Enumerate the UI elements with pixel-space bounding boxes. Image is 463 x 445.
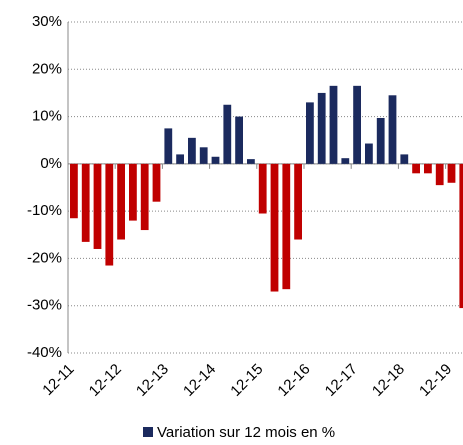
bar — [412, 163, 420, 174]
bar — [341, 158, 350, 164]
bar — [459, 163, 463, 309]
bar — [317, 92, 326, 164]
bar — [93, 163, 102, 249]
bar — [81, 163, 90, 242]
x-tick-label: 12-14 — [180, 361, 219, 400]
y-tick-label: 0% — [40, 155, 62, 172]
y-tick-label: 30% — [32, 13, 62, 30]
y-tick-label: -10% — [27, 202, 62, 219]
y-tick-label: 10% — [32, 108, 62, 125]
bar — [117, 163, 125, 240]
bar — [247, 159, 255, 164]
x-tick-label: 12-15 — [227, 361, 266, 400]
y-tick-label: -30% — [27, 297, 62, 314]
bar — [235, 116, 243, 164]
x-tick-label: 12-18 — [369, 361, 408, 400]
bar — [164, 128, 173, 164]
bar — [176, 154, 184, 164]
bar — [424, 163, 432, 174]
bar — [152, 163, 161, 202]
bar — [258, 163, 267, 214]
y-tick-label: 20% — [32, 60, 62, 77]
bar — [270, 163, 279, 292]
bar — [70, 163, 78, 219]
y-tick-label: -20% — [27, 249, 62, 266]
bar — [329, 85, 338, 164]
bar — [447, 163, 456, 183]
bar — [199, 147, 208, 164]
x-tick-label: 12-16 — [274, 361, 313, 400]
bar — [105, 163, 114, 266]
bar — [353, 85, 361, 164]
bar — [129, 163, 137, 221]
x-tick-label: 12-19 — [416, 361, 455, 400]
bar — [211, 156, 220, 164]
bar — [400, 154, 409, 164]
bar — [188, 137, 196, 164]
bar — [306, 102, 314, 164]
bar — [140, 163, 149, 231]
bar — [223, 104, 232, 164]
x-tick-label: 12-12 — [86, 361, 125, 400]
bar — [388, 95, 397, 164]
x-tick-label: 12-13 — [133, 361, 172, 400]
bar — [282, 163, 291, 290]
bar — [294, 163, 302, 240]
legend-label: Variation sur 12 mois en % — [157, 424, 335, 441]
x-tick-label: 12-11 — [39, 361, 77, 399]
bar — [435, 163, 444, 186]
bar — [365, 143, 373, 164]
legend-swatch — [143, 427, 153, 437]
x-tick-label: 12-17 — [322, 361, 361, 400]
y-tick-label: -40% — [27, 344, 62, 361]
bar — [376, 117, 385, 164]
